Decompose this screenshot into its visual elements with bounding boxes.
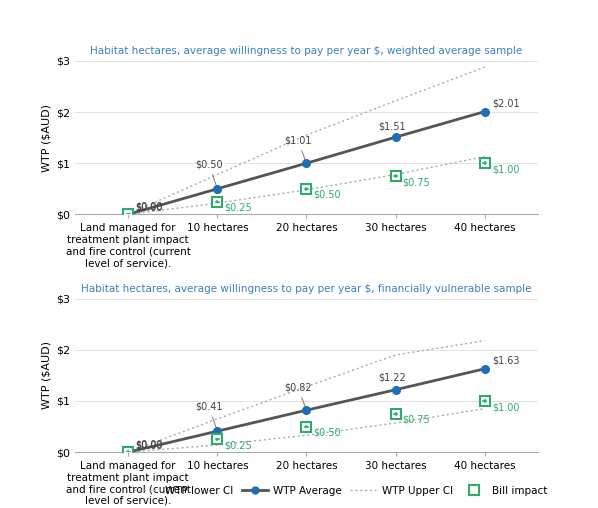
Text: $0.50: $0.50 — [313, 190, 341, 200]
Text: $0.50: $0.50 — [195, 160, 222, 186]
Title: Habitat hectares, average willingness to pay per year $, weighted average sample: Habitat hectares, average willingness to… — [90, 46, 523, 56]
Text: $0.41: $0.41 — [195, 402, 222, 429]
Text: $0.00: $0.00 — [135, 439, 163, 449]
Text: $0.25: $0.25 — [224, 440, 252, 451]
Title: Habitat hectares, average willingness to pay per year $, financially vulnerable : Habitat hectares, average willingness to… — [81, 284, 532, 294]
Text: $0.00: $0.00 — [135, 201, 163, 211]
Text: $0.75: $0.75 — [402, 177, 431, 187]
Text: $0.00: $0.00 — [135, 202, 163, 212]
Text: $0.50: $0.50 — [313, 428, 341, 437]
Y-axis label: WTP ($AUD): WTP ($AUD) — [42, 341, 51, 409]
Text: $1.51: $1.51 — [378, 121, 405, 131]
Text: $1.63: $1.63 — [492, 356, 519, 366]
Text: $0.25: $0.25 — [224, 203, 252, 212]
Y-axis label: WTP ($AUD): WTP ($AUD) — [42, 104, 51, 172]
Text: $1.01: $1.01 — [284, 135, 312, 161]
Text: $0.82: $0.82 — [284, 383, 312, 407]
Text: $1.00: $1.00 — [492, 402, 519, 412]
Text: $0.00: $0.00 — [135, 440, 163, 450]
Text: $2.01: $2.01 — [492, 99, 520, 109]
Text: $1.22: $1.22 — [378, 372, 405, 383]
Text: $0.75: $0.75 — [402, 415, 431, 425]
Text: $1.00: $1.00 — [492, 164, 519, 174]
Legend: WTP lower CI, WTP Average, WTP Upper CI, Bill impact: WTP lower CI, WTP Average, WTP Upper CI,… — [130, 482, 552, 500]
